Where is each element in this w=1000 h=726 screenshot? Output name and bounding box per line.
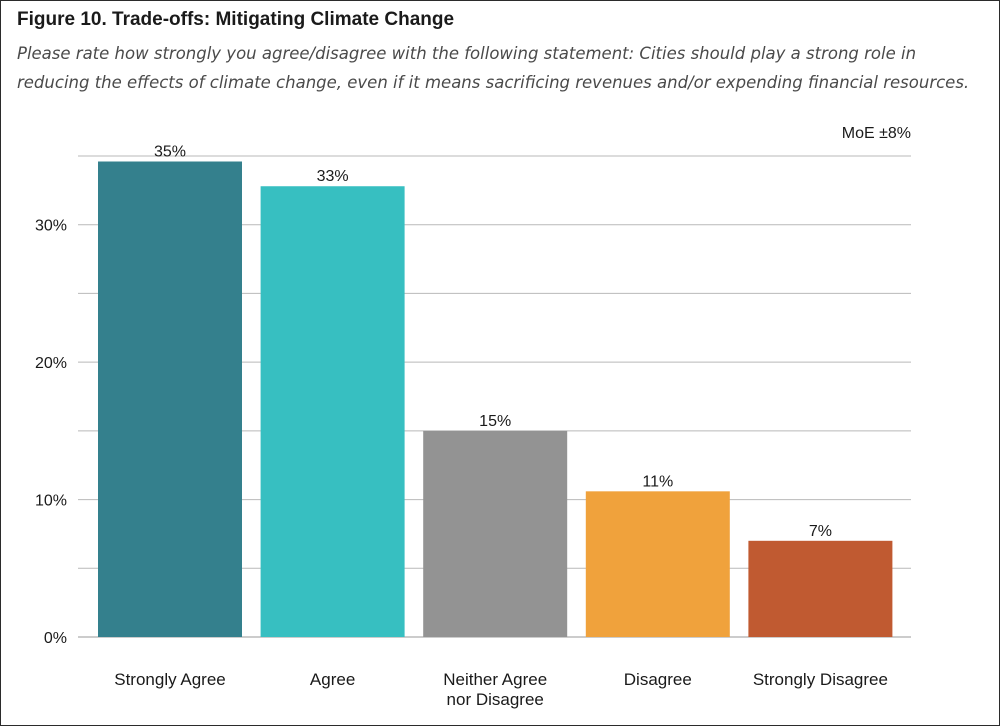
bar-value-label: 15% [479,413,511,430]
y-tick-label: 30% [35,218,67,235]
figure-title: Figure 10. Trade-offs: Mitigating Climat… [17,9,455,30]
x-tick-label: Strongly Agree [114,670,226,689]
bar [585,491,730,637]
x-tick-label: Neither Agree [443,670,547,689]
y-tick-label: 20% [35,355,67,372]
y-tick-label: 10% [35,493,67,510]
bar [748,540,893,637]
y-axis: 0% 10% 20% 30% [35,218,67,647]
figure-subtitle: Please rate how strongly you agree/disag… [17,44,970,92]
bar-value-label: 35% [154,143,186,160]
bar-value-label: 11% [642,473,673,490]
bar [260,186,405,637]
x-tick-label: Strongly Disagree [753,670,888,689]
x-tick-label: nor Disagree [447,690,544,709]
bar [423,430,568,637]
bar-value-label: 33% [317,168,349,185]
moe-annotation: MoE ±8% [842,125,911,142]
x-tick-label: Disagree [624,670,692,689]
bar [98,161,242,638]
x-tick-label: Agree [310,670,355,689]
bars [98,161,893,638]
y-tick-label: 0% [44,630,67,647]
value-labels: 35% 33% 15% 11% 7% [154,143,832,539]
bar-value-label: 7% [809,523,832,540]
